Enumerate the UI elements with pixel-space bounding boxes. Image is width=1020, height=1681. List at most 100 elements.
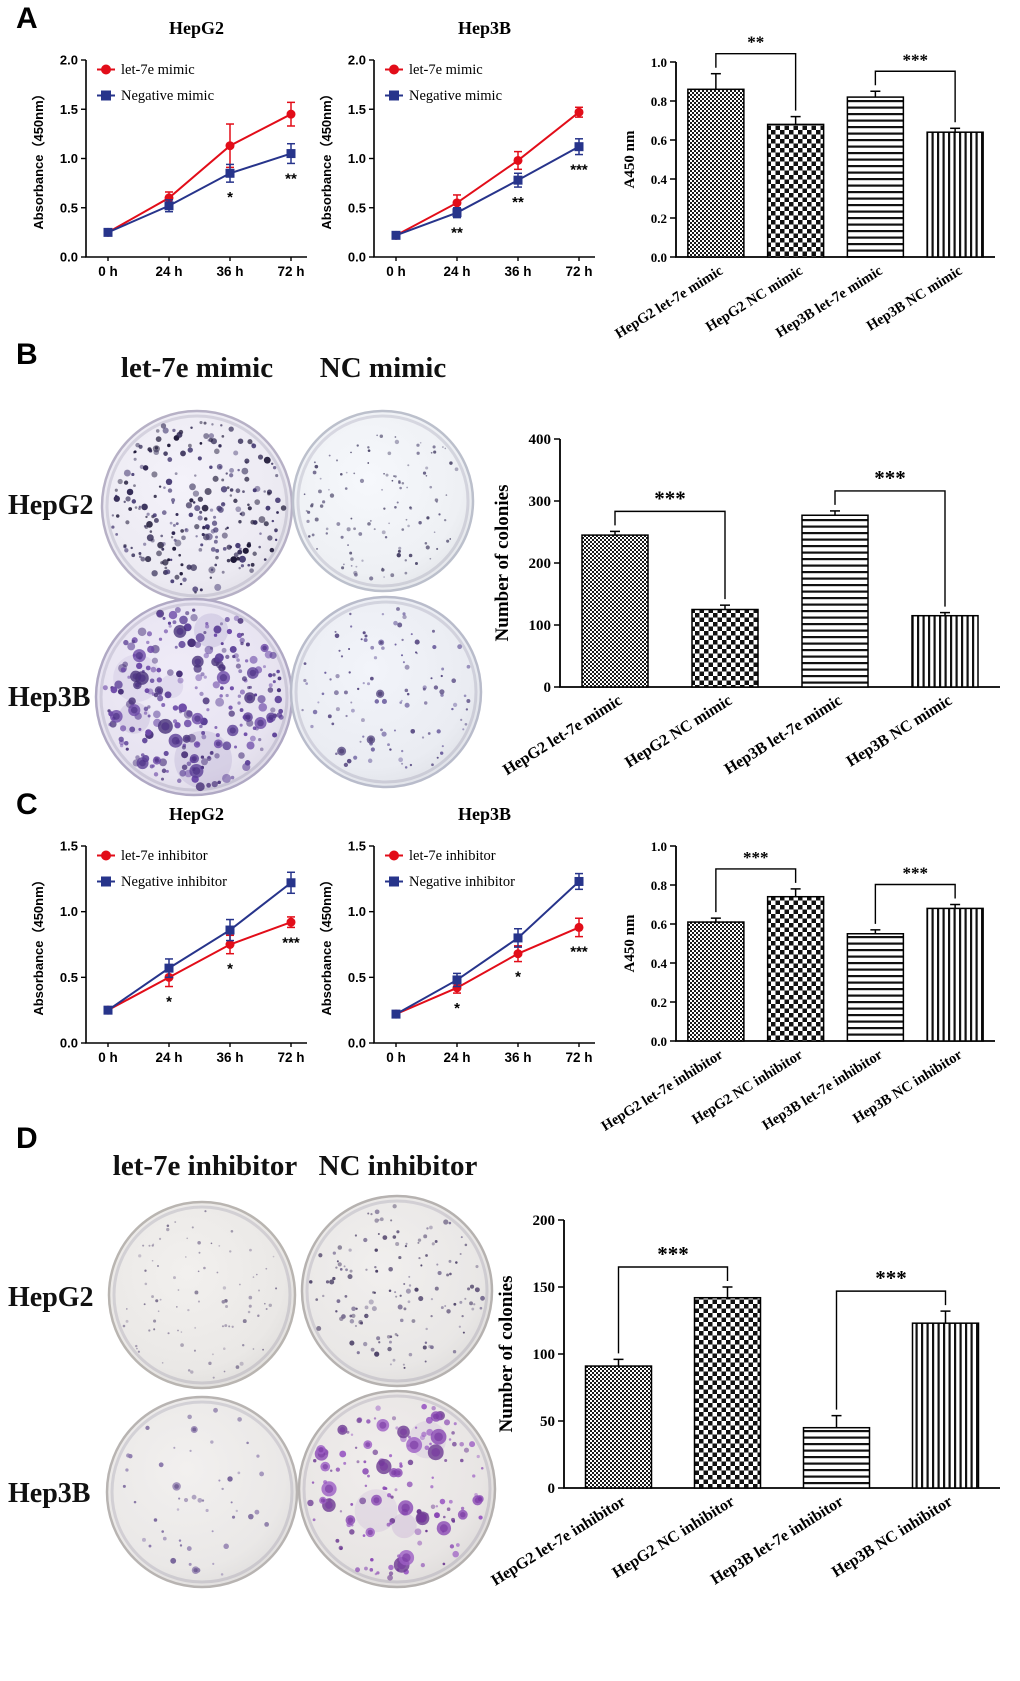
svg-text:36 h: 36 h xyxy=(216,1050,243,1065)
svg-text:*: * xyxy=(227,961,233,978)
svg-text:0: 0 xyxy=(544,680,552,696)
svg-text:0.2: 0.2 xyxy=(651,211,667,226)
svg-text:24 h: 24 h xyxy=(443,1050,470,1065)
svg-text:0.4: 0.4 xyxy=(651,172,668,187)
svg-text:A450 nm: A450 nm xyxy=(622,130,638,188)
svg-text:***: *** xyxy=(282,934,300,951)
svg-text:***: *** xyxy=(875,1266,907,1290)
svg-text:*: * xyxy=(454,1000,460,1017)
svg-text:0.5: 0.5 xyxy=(348,200,366,215)
svg-text:0.6: 0.6 xyxy=(651,133,668,148)
svg-text:1.0: 1.0 xyxy=(651,55,667,70)
panel-a-label: A xyxy=(16,2,38,35)
svg-text:Absorbance（450nm）: Absorbance（450nm） xyxy=(31,873,46,1015)
col-header-let7e-mimic: let-7e mimic xyxy=(120,352,274,384)
svg-text:Number of colonies: Number of colonies xyxy=(492,485,513,642)
svg-text:0.0: 0.0 xyxy=(651,250,667,265)
svg-text:72 h: 72 h xyxy=(277,264,304,279)
svg-text:0.0: 0.0 xyxy=(348,1036,366,1051)
svg-text:HepG2: HepG2 xyxy=(169,804,224,824)
dish-hepg2-let7e-mimic xyxy=(100,409,294,603)
svg-text:0 h: 0 h xyxy=(98,264,118,279)
svg-text:100: 100 xyxy=(533,1347,556,1363)
svg-text:72 h: 72 h xyxy=(565,1050,592,1065)
bar-chart-colonies-mimic: 0 100 200 300 400 Number of colonies HepG2 let… xyxy=(488,415,1016,793)
svg-text:**: ** xyxy=(512,194,524,211)
svg-text:let-7e inhibitor: let-7e inhibitor xyxy=(121,848,208,864)
line-chart-hep3b-inhibitor: 0.0 0.5 1.0 1.5 0 h 24 h 36 h 72 h Hep3B Absorban… xyxy=(318,800,603,1095)
svg-text:200: 200 xyxy=(529,556,552,572)
svg-text:1.0: 1.0 xyxy=(60,904,78,919)
svg-text:let-7e inhibitor: let-7e inhibitor xyxy=(409,848,496,864)
svg-text:72 h: 72 h xyxy=(565,264,592,279)
svg-text:0.8: 0.8 xyxy=(651,94,668,109)
svg-text:0.8: 0.8 xyxy=(651,878,668,893)
svg-text:*: * xyxy=(227,189,233,206)
bar-chart-colonies-inhibitor: 0 50 100 150 200 Number of colonies HepG2 let-… xyxy=(488,1196,1016,1596)
svg-text:0.4: 0.4 xyxy=(651,956,668,971)
svg-text:***: *** xyxy=(570,944,588,961)
svg-text:400: 400 xyxy=(529,432,552,448)
dish-hep3b-nc-inhibitor xyxy=(297,1389,497,1589)
svg-text:0.0: 0.0 xyxy=(60,250,78,265)
col-header-let7e-inhibitor: let-7e inhibitor xyxy=(112,1150,298,1182)
dish-hep3b-let7e-inhibitor xyxy=(105,1395,299,1589)
svg-text:Absorbance（450nm）: Absorbance（450nm） xyxy=(31,87,46,229)
svg-text:Hep3B NC inhibitor: Hep3B NC inhibitor xyxy=(829,1493,956,1581)
svg-text:**: ** xyxy=(285,170,297,187)
svg-text:0 h: 0 h xyxy=(386,264,406,279)
svg-text:1.0: 1.0 xyxy=(651,839,667,854)
svg-text:36 h: 36 h xyxy=(216,264,243,279)
panel-d-label: D xyxy=(16,1122,38,1155)
svg-text:HepG2: HepG2 xyxy=(169,18,224,38)
svg-text:0.5: 0.5 xyxy=(348,970,366,985)
panel-c-label: C xyxy=(16,788,38,821)
svg-text:***: *** xyxy=(874,466,906,490)
svg-text:A450 nm: A450 nm xyxy=(622,914,638,972)
line-chart-hepg2-mimic: 0.0 0.5 1.0 1.5 2.0 0 h 24 h 36 h 72 h HepG2 Absor… xyxy=(30,14,315,309)
svg-text:Negative mimic: Negative mimic xyxy=(409,88,502,104)
panel-d-row-hep3b: Hep3B xyxy=(8,1478,91,1509)
svg-text:0.0: 0.0 xyxy=(348,250,366,265)
svg-text:50: 50 xyxy=(540,1414,555,1430)
svg-text:***: *** xyxy=(654,486,686,510)
svg-text:150: 150 xyxy=(533,1280,556,1296)
svg-text:let-7e mimic: let-7e mimic xyxy=(121,62,195,78)
svg-text:36 h: 36 h xyxy=(504,1050,531,1065)
svg-text:0.6: 0.6 xyxy=(651,917,668,932)
panel-b-row-hepg2: HepG2 xyxy=(8,490,94,521)
svg-text:**: ** xyxy=(451,225,463,242)
svg-text:1.0: 1.0 xyxy=(348,904,366,919)
svg-text:0: 0 xyxy=(548,1481,556,1497)
svg-text:36 h: 36 h xyxy=(504,264,531,279)
svg-text:*: * xyxy=(166,994,172,1011)
svg-text:Absorbance（450nm）: Absorbance（450nm） xyxy=(319,873,334,1015)
svg-text:24 h: 24 h xyxy=(155,264,182,279)
svg-text:HepG2 NC mimic: HepG2 NC mimic xyxy=(622,692,735,771)
line-chart-hep3b-mimic: 0.0 0.5 1.0 1.5 2.0 0 h 24 h 36 h 72 h Hep3B Absor… xyxy=(318,14,603,309)
dish-hepg2-nc-mimic xyxy=(291,409,475,593)
svg-text:Hep3B: Hep3B xyxy=(458,804,511,824)
svg-text:Hep3B: Hep3B xyxy=(458,18,511,38)
svg-text:1.0: 1.0 xyxy=(60,151,78,166)
panel-d-row-hepg2: HepG2 xyxy=(8,1282,94,1313)
dish-hep3b-let7e-mimic xyxy=(94,597,294,797)
svg-text:0.5: 0.5 xyxy=(60,970,78,985)
svg-text:1.5: 1.5 xyxy=(348,839,366,854)
panel-b-label: B xyxy=(16,338,38,371)
svg-text:Hep3B let-7e mimic: Hep3B let-7e mimic xyxy=(722,692,846,778)
svg-text:Negative inhibitor: Negative inhibitor xyxy=(121,874,227,890)
svg-text:1.5: 1.5 xyxy=(348,102,366,117)
svg-text:0.0: 0.0 xyxy=(60,1036,78,1051)
svg-text:Hep3B NC mimic: Hep3B NC mimic xyxy=(844,692,956,770)
svg-text:Negative inhibitor: Negative inhibitor xyxy=(409,874,515,890)
svg-text:1.5: 1.5 xyxy=(60,839,78,854)
svg-text:***: *** xyxy=(570,162,588,179)
svg-text:***: *** xyxy=(903,864,929,883)
svg-text:0.0: 0.0 xyxy=(651,1034,667,1049)
svg-text:**: ** xyxy=(747,33,764,52)
svg-text:HepG2 let-7e mimic: HepG2 let-7e mimic xyxy=(500,692,625,779)
dish-hepg2-nc-inhibitor xyxy=(300,1194,494,1388)
svg-text:24 h: 24 h xyxy=(155,1050,182,1065)
svg-text:72 h: 72 h xyxy=(277,1050,304,1065)
